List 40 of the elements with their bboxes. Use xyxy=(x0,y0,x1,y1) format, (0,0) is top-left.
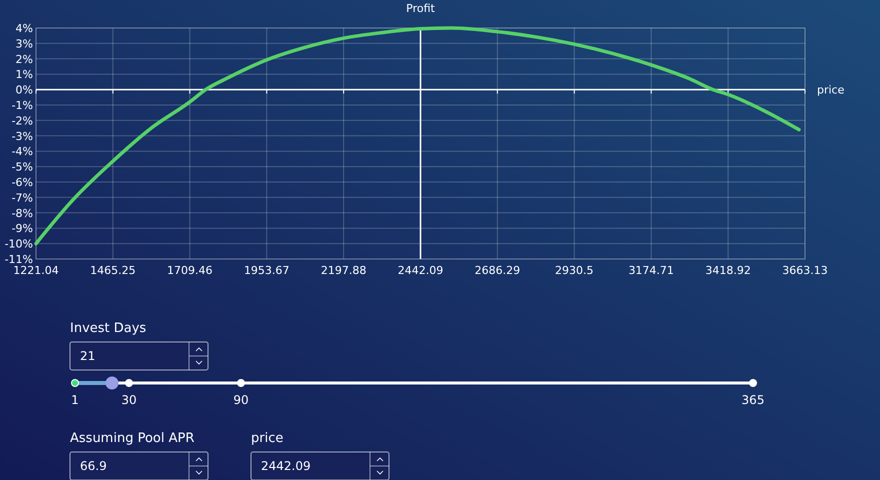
x-tick-label: 1465.25 xyxy=(90,264,136,277)
x-tick-label: 3663.13 xyxy=(782,264,828,277)
text: 365 xyxy=(742,393,764,407)
y-tick-label: -5% xyxy=(12,160,33,174)
text: 90 xyxy=(233,393,249,407)
text: Assuming Pool APR xyxy=(70,431,194,446)
text: 66.9 xyxy=(80,459,107,473)
line-series xyxy=(34,26,801,246)
text: Invest Days xyxy=(70,321,146,336)
y-tick-label: -8% xyxy=(12,206,33,220)
x-tick-label: 2686.29 xyxy=(474,264,520,277)
x-tick-label: 3418.92 xyxy=(705,264,751,277)
y-tick-label: -10% xyxy=(4,238,33,251)
x-tick-label: 1953.67 xyxy=(244,264,290,277)
y-tick-label: -1% xyxy=(12,99,33,112)
text: 1 xyxy=(71,393,79,407)
y-tick-label: 1% xyxy=(16,68,33,82)
text: 2442.09 xyxy=(261,459,311,473)
y-tick-label: 2% xyxy=(16,52,33,66)
y-tick-label: -2% xyxy=(12,114,33,128)
text: price xyxy=(251,431,284,446)
y-tick-label: 0% xyxy=(16,84,33,97)
x-axis-title: price xyxy=(817,84,845,97)
x-tick-label: 2930.5 xyxy=(555,264,594,277)
y-tick-label: 4% xyxy=(16,22,33,35)
y-tick-label: -7% xyxy=(12,191,33,204)
x-tick-label: 2442.09 xyxy=(398,264,444,277)
y-tick-label: -3% xyxy=(12,130,33,143)
x-tick-label: 1709.46 xyxy=(167,264,213,277)
x-tick-label: 1221.04 xyxy=(13,264,59,277)
chart-title: Profit xyxy=(406,2,436,15)
y-tick-label: -6% xyxy=(12,176,33,189)
y-tick-label: -11% xyxy=(4,253,33,266)
text: 21 xyxy=(80,349,96,363)
text: 30 xyxy=(121,393,137,407)
y-tick-label: -9% xyxy=(12,222,33,236)
x-tick-label: 3174.71 xyxy=(628,264,674,277)
y-tick-label: -4% xyxy=(12,145,33,158)
y-tick-label: 3% xyxy=(16,37,33,50)
x-tick-label: 2197.88 xyxy=(320,264,366,277)
